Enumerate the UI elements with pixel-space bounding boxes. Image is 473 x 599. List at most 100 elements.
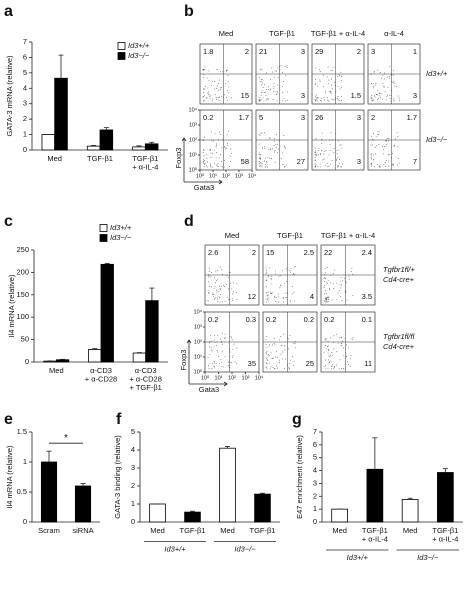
column-header: TGF-β1 [277, 231, 303, 240]
quadrant-value: 2 [371, 113, 375, 122]
y-tick-label: 5 [313, 453, 317, 462]
quadrant-value: 1 [413, 47, 417, 56]
y-tick-label: 1 [131, 499, 135, 508]
row-label: Id3−/− [426, 135, 448, 144]
y-axis-label: E47 enrichment (relative) [295, 435, 304, 519]
quadrant-value: 0.2 [324, 315, 334, 324]
column-header: Med [219, 29, 234, 38]
y-tick-label: 7 [313, 427, 317, 436]
bar [99, 129, 114, 151]
group-label: Id3−/− [417, 553, 439, 562]
x-tick-label: α-CD3 + α-CD28 [85, 366, 117, 384]
axis-arrow [186, 339, 228, 387]
bar [401, 499, 419, 523]
quadrant-value: 0.2 [208, 315, 218, 324]
quadrant-value: 2 [245, 47, 249, 56]
y-tick-label: 6 [313, 440, 317, 449]
group-label: Id3−/− [234, 544, 256, 553]
column-header: TGF-β1 + α-IL-4 [321, 231, 375, 240]
quadrant-value: 35 [248, 359, 256, 368]
y-tick-label: 250 [16, 245, 29, 254]
y-tick-label: 50 [21, 335, 29, 344]
quadrant-value: 5 [259, 113, 263, 122]
y-tick-label: 10² [189, 137, 197, 143]
event-cloud [258, 132, 287, 168]
quadrant-value: 2.5 [304, 248, 314, 257]
x-tick-label: 10⁰ [201, 374, 210, 381]
bar [219, 447, 236, 523]
panel-letter: a [4, 3, 13, 20]
quadrant-value: 58 [241, 157, 249, 166]
quadrant-value: 0.3 [246, 315, 256, 324]
event-cloud [207, 333, 238, 370]
quadrant-value: 25 [306, 359, 314, 368]
y-tick-label: 150 [16, 290, 29, 299]
quadrant-value: 11 [364, 359, 372, 368]
group-label: Id3+/+ [164, 544, 186, 553]
bar [144, 143, 159, 151]
y-tick-label: 0.5 [17, 487, 27, 496]
y-tick-label: 5 [131, 427, 135, 436]
x-tick-label: TGF-β1 + α-IL-4 [362, 526, 388, 544]
column-header: Med [225, 231, 240, 240]
y-tick-label: 3 [131, 463, 135, 472]
legend-swatch [117, 52, 126, 60]
y-axis-label: Il4 mRNA (relative) [5, 445, 14, 508]
x-axis-label: Gata3 [199, 385, 219, 394]
panel-letter: d [184, 213, 194, 230]
column-header: α-IL-4 [384, 29, 404, 38]
legend-label: Id3+/+ [110, 223, 132, 232]
quadrant-value: 1.5 [351, 91, 361, 100]
y-tick-label: 10⁴ [189, 106, 198, 113]
row-label: Cd4-cre+ [383, 275, 415, 284]
bar [100, 263, 114, 363]
x-tick-label: Med [332, 526, 347, 535]
event-cloud [323, 266, 354, 303]
quadrant-value: 3 [357, 157, 361, 166]
x-tick-label: Med [150, 526, 165, 535]
x-tick-label: TGF-β1 [250, 526, 276, 535]
quadrant-value: 0.2 [203, 113, 213, 122]
row-label: Tgfbr1fl/fl [383, 332, 415, 341]
event-cloud [202, 130, 232, 168]
bar [254, 493, 271, 523]
bar [41, 134, 56, 151]
panel-letter: b [184, 3, 194, 20]
event-cloud [370, 131, 400, 168]
y-tick-label: 3 [313, 478, 317, 487]
y-tick-label: 1 [23, 130, 27, 139]
panel-letter: e [4, 411, 13, 428]
x-tick-label: Med [47, 154, 62, 163]
quadrant-value: 2.4 [362, 248, 372, 257]
y-tick-label: 1 [23, 457, 27, 466]
event-cloud [323, 333, 354, 370]
y-tick-label: 200 [16, 267, 29, 276]
y-tick-label: 10⁴ [194, 308, 203, 315]
y-tick-label: 3 [23, 99, 27, 108]
quadrant-value: 1.7 [407, 113, 417, 122]
y-tick-label: 0 [25, 357, 29, 366]
bar [366, 468, 384, 523]
quadrant-value: 3 [413, 91, 417, 100]
quadrant-value: 0.2 [304, 315, 314, 324]
y-tick-label: 10¹ [194, 354, 202, 360]
bar [74, 485, 92, 523]
x-tick-label: 10⁴ [255, 374, 264, 381]
row-label: Id3+/+ [426, 69, 448, 78]
bar [145, 300, 159, 363]
x-tick-label: 10² [228, 375, 236, 381]
bar [86, 145, 101, 151]
quadrant-value: 2.6 [208, 248, 218, 257]
x-tick-label: 10³ [242, 375, 250, 381]
y-axis-label: Il4 mRNA (relative) [7, 274, 16, 337]
quadrant-value: 21 [259, 47, 267, 56]
y-tick-label: 10⁰ [194, 368, 203, 375]
x-tick-label: Med [220, 526, 235, 535]
y-tick-label: 10³ [194, 324, 202, 330]
y-tick-label: 2 [131, 481, 135, 490]
event-cloud [265, 265, 297, 303]
group-label: Id3+/+ [347, 553, 369, 562]
y-axis-label: GATA-3 binding (relative) [113, 435, 122, 519]
legend-swatch [117, 42, 126, 50]
x-tick-label: Med [49, 366, 64, 375]
